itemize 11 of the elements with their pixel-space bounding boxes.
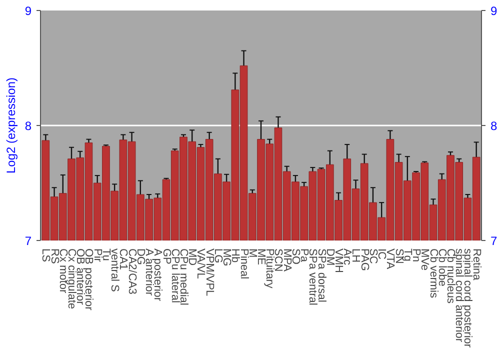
x-tick-label: Pituitary (264, 248, 276, 289)
y-tick-label: 7 (24, 234, 32, 248)
y-axis-title: Log2 (expression) (4, 77, 18, 174)
y-tick-label: 9 (24, 4, 32, 18)
x-tick-label: CA1 (117, 248, 130, 270)
y2-tick-label: 9 (490, 4, 498, 18)
y2-tick-label: 7 (490, 234, 498, 248)
x-tick-label: LS (40, 248, 52, 262)
y2-tick-label: 8 (490, 119, 498, 133)
y-tick-label: 8 (24, 119, 32, 133)
x-tick-label: Tg (401, 248, 414, 262)
